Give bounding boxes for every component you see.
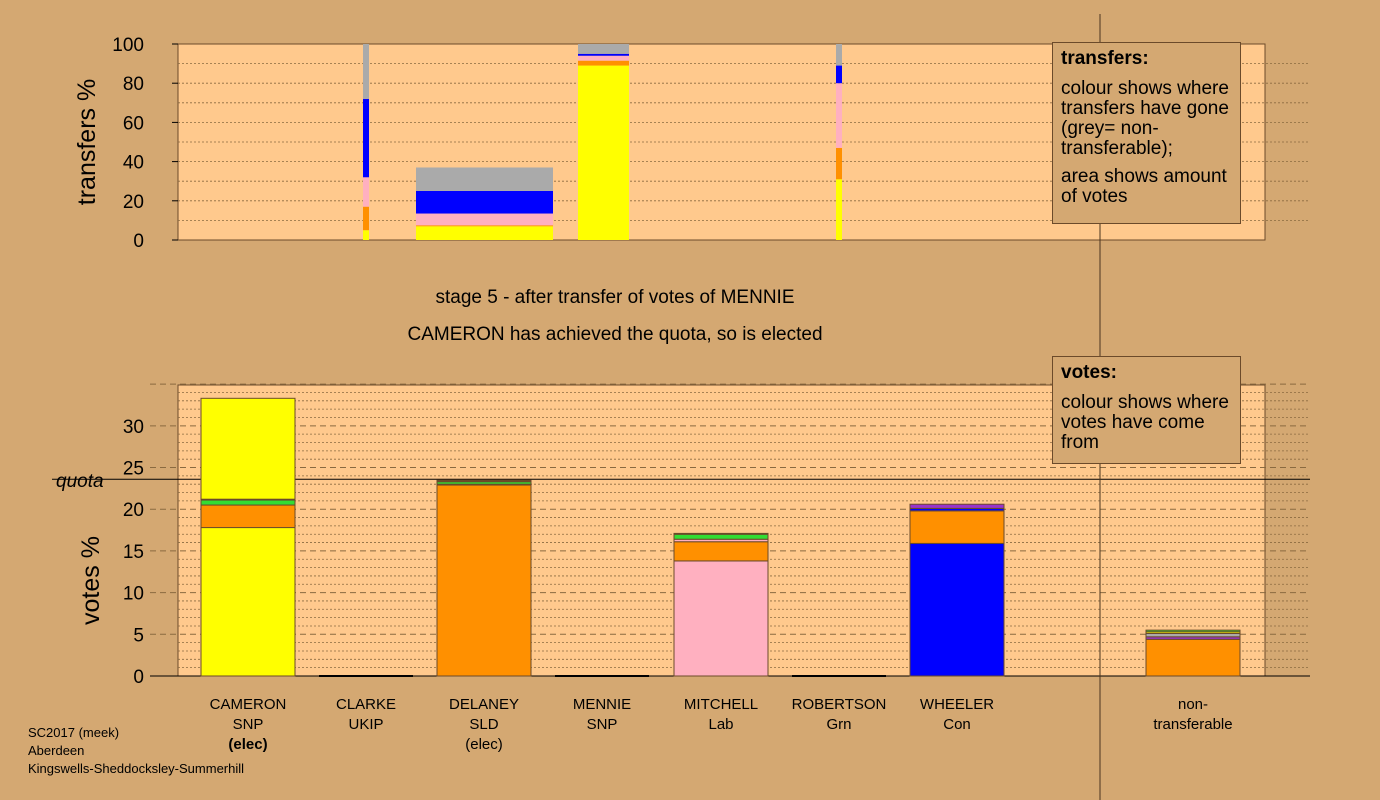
vote-segment-wheeler-sld [909,510,1005,544]
transfer-segment-delaney-sld [416,225,553,227]
quota-label: quota [56,471,104,492]
transfer-segment-robertson-nontransferable [836,44,842,66]
vote-segment-cameron-snp [200,397,296,500]
transfer-segment-clarke-snp [363,230,369,240]
stage-title: stage 5 - after transfer of votes of MEN… [435,287,795,308]
votes-y-tick-label: 5 [133,625,144,646]
candidate-party: Con [943,716,971,733]
vote-segment-mitchell-grn [673,533,769,540]
candidate-name: MITCHELL [683,696,759,713]
transfers-y-tick-label: 60 [123,113,144,134]
transfer-segment-clarke-nontransferable [363,44,369,99]
candidate-label-3: MENNIE SNP [532,695,672,735]
votes-y-axis-label: votes % [77,536,105,625]
transfer-segment-mennie-sld [578,60,629,66]
candidate-label-2: DELANEY SLD (elec) [414,695,554,755]
votes-y-tick-label: 15 [123,542,144,563]
votes-legend-title: votes: [1061,362,1117,383]
candidate-name: ROBERTSON [791,696,887,713]
transfer-segment-robertson-snp [836,179,842,240]
transfers-legend-title: transfers: [1061,48,1149,69]
candidate-label-6: WHEELER Con [887,695,1027,735]
candidate-name: CLARKE [335,696,397,713]
vote-segment-non-transferable-sld [1145,638,1241,677]
transfer-segment-delaney-con [416,191,553,214]
votes-y-tick-label: 30 [123,417,144,438]
transfers-y-tick-label: 80 [123,74,144,95]
transfer-segment-mennie-nontransferable [578,44,629,54]
candidate-party: SNP [232,716,264,733]
votes-y-tick-label: 20 [123,500,144,521]
candidate-name: MENNIE [572,696,632,713]
transfer-segment-clarke-lab [363,177,369,207]
footer-ward: Kingswells-Sheddocksley-Summerhill [28,761,245,776]
transfers-y-tick-label: 20 [123,192,144,213]
candidate-label-7: non-transferable [1123,695,1263,735]
candidate-party: Grn [826,716,852,733]
vote-segment-delaney-sld [436,484,532,677]
candidate-label-0: CAMERON SNP (elec) [178,695,318,755]
transfer-segment-delaney-snp [416,226,553,240]
transfers-y-tick-label: 40 [123,153,144,174]
candidate-party: transferable [1153,716,1233,733]
transfers-y-axis-label: transfers % [73,79,101,205]
votes-y-tick-label: 25 [123,459,144,480]
vote-segment-non-transferable-grn [1145,629,1241,633]
transfer-segment-mennie-snp [578,65,629,240]
transfers-y-tick-label: 100 [112,35,144,56]
transfer-segment-clarke-sld [363,206,369,231]
vote-segment-mitchell-ukip [673,532,769,535]
vote-segment-cameron-sld [200,504,296,529]
candidate-name: non- [1177,696,1209,713]
transfer-segment-mennie-lab [578,55,629,61]
vote-segment-mitchell-sld [673,541,769,562]
transfers-legend: transfers: colour shows where transfers … [1052,42,1241,224]
candidate-party: SNP [586,716,618,733]
vote-segment-cameron-snp [200,527,296,677]
candidate-label-1: CLARKE UKIP [296,695,436,735]
candidate-name: CAMERON [209,696,287,713]
transfer-segment-mennie-con [578,53,629,56]
transfer-segment-robertson-lab [836,83,842,148]
vote-segment-wheeler-ukip [909,503,1005,509]
candidate-name: WHEELER [919,696,995,713]
vote-segment-delaney-con [436,479,532,482]
vote-segment-wheeler-con [909,542,1005,677]
vote-segment-mitchell-lab [673,560,769,677]
votes-y-tick-label: 10 [123,584,144,605]
transfers-legend-text1: colour shows where transfers have gone (… [1061,78,1229,159]
transfer-segment-clarke-con [363,98,369,178]
vote-segment-cameron-grn [200,499,296,506]
vote-segment-non-transferable-nontransferable [1145,632,1241,638]
votes-y-tick-label: 0 [133,667,144,688]
transfer-segment-robertson-sld [836,147,842,180]
votes-legend: votes: colour shows where votes have com… [1052,356,1241,464]
transfers-legend-text2: area shows amount of votes [1061,166,1227,207]
candidate-name: DELANEY [448,696,520,713]
candidate-label-4: MITCHELL Lab [651,695,791,735]
transfers-y-tick-label: 0 [133,231,144,252]
candidate-status: (elec) [228,736,268,753]
candidate-party: SLD [469,716,499,733]
candidate-party: Lab [708,716,734,733]
candidate-party: UKIP [348,716,384,733]
candidate-label-5: ROBERTSON Grn [769,695,909,735]
transfer-segment-delaney-lab [416,213,553,226]
votes-legend-text1: colour shows where votes have come from [1061,392,1229,453]
status-text: CAMERON has achieved the quota, so is el… [407,324,823,345]
footer-method: SC2017 (meek) [28,725,120,740]
candidate-status: (elec) [465,736,503,753]
transfer-segment-delaney-nontransferable [416,167,553,191]
footer-council: Aberdeen [28,743,85,758]
transfer-segment-robertson-con [836,65,842,84]
